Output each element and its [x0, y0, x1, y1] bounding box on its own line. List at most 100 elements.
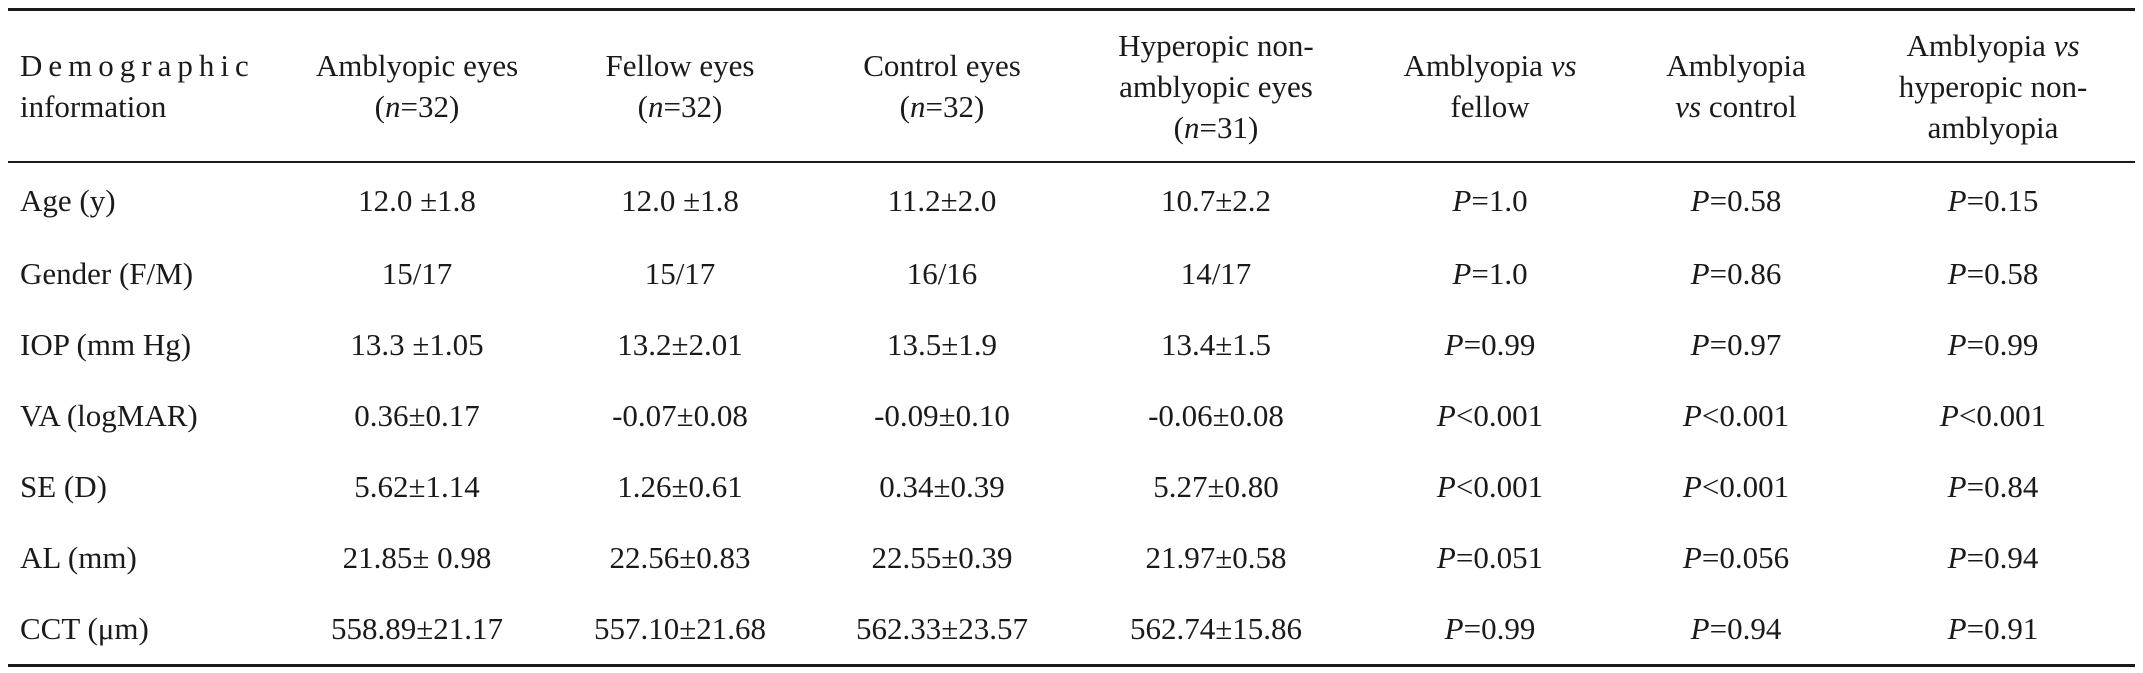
header-italic: vs	[1550, 48, 1577, 83]
column-header: Amblyopia vs hyperopic non-amblyopia	[1851, 10, 2135, 163]
cell-p-fellow: P<0.001	[1359, 451, 1621, 522]
p-value: =0.58	[1966, 256, 2039, 291]
column-header: Hyperopic non-amblyopic eyes (n=31)	[1073, 10, 1359, 163]
p-symbol: P	[1939, 398, 1959, 433]
demographics-table: Demographic information Amblyopic eyes (n=3…	[8, 8, 2135, 667]
row-label: VA (logMAR)	[20, 398, 198, 433]
header-text: =32)	[663, 89, 723, 124]
cell-amblyopic: 13.3 ±1.05	[350, 327, 484, 362]
header-italic: vs	[2053, 27, 2080, 63]
cell-fellow: 13.2±2.01	[617, 327, 743, 362]
cell-amblyopic: 0.36±0.17	[354, 398, 480, 433]
header-italic: n	[385, 89, 401, 124]
row-label: IOP (mm Hg)	[20, 327, 192, 362]
column-header: Amblyopia vs fellow	[1359, 10, 1621, 163]
header-line: Fellow eyes	[605, 48, 755, 83]
p-symbol: P	[1947, 469, 1967, 504]
column-header: Control eyes (n=32)	[811, 10, 1073, 163]
table-row: SE (D) 5.62±1.14 1.26±0.61 0.34±0.39 5.27±0.…	[8, 451, 2135, 522]
p-symbol: P	[1690, 327, 1710, 362]
header-line: Amblyopia	[1666, 48, 1806, 83]
p-symbol: P	[1682, 469, 1702, 504]
cell-p-control: P=0.58	[1621, 162, 1851, 238]
header-text: =32)	[925, 89, 985, 124]
p-value: =0.94	[1966, 540, 2039, 575]
header-text: =31)	[1199, 109, 1259, 145]
p-symbol: P	[1690, 183, 1710, 218]
p-value: =0.15	[1966, 183, 2039, 218]
row-label: CCT (μm)	[20, 611, 149, 646]
header-line: Amblyopic eyes	[315, 48, 519, 83]
p-value: <0.001	[1701, 398, 1790, 433]
row-label: AL (mm)	[20, 540, 137, 575]
p-symbol: P	[1436, 469, 1456, 504]
cell-amblyopic: 5.62±1.14	[354, 469, 480, 504]
p-symbol: P	[1690, 611, 1710, 646]
p-value: <0.001	[1958, 398, 2047, 433]
p-symbol: P	[1947, 183, 1967, 218]
cell-hyperopic: 21.97±0.58	[1145, 540, 1287, 575]
column-header: Fellow eyes (n=32)	[549, 10, 811, 163]
p-symbol: P	[1690, 256, 1710, 291]
header-text: Amblyopia	[1403, 48, 1551, 83]
cell-p-hyperopic: P=0.99	[1851, 309, 2135, 380]
p-value: =0.91	[1966, 611, 2039, 646]
header-text: =32)	[400, 89, 460, 124]
cell-p-hyperopic: P=0.91	[1851, 593, 2135, 666]
table-row: VA (logMAR) 0.36±0.17 -0.07±0.08 -0.09±0.10…	[8, 380, 2135, 451]
cell-p-control: P<0.001	[1621, 451, 1851, 522]
cell-p-control: P=0.056	[1621, 522, 1851, 593]
header-line: (n=32)	[557, 86, 803, 127]
p-symbol: P	[1452, 183, 1472, 218]
column-header: Demographic information	[8, 10, 285, 163]
cell-fellow: 12.0 ±1.8	[621, 183, 739, 218]
cell-hyperopic: 562.74±15.86	[1129, 611, 1302, 646]
p-value: =0.99	[1966, 327, 2039, 362]
cell-p-hyperopic: P<0.001	[1851, 380, 2135, 451]
p-value: =0.056	[1701, 540, 1790, 575]
table-row: IOP (mm Hg) 13.3 ±1.05 13.2±2.01 13.5±1.9 13…	[8, 309, 2135, 380]
cell-fellow: 15/17	[644, 256, 716, 291]
p-symbol: P	[1436, 540, 1456, 575]
cell-p-fellow: P=1.0	[1359, 238, 1621, 309]
cell-control: 562.33±23.57	[855, 611, 1028, 646]
header-text: (	[899, 89, 910, 124]
cell-p-fellow: P=0.99	[1359, 593, 1621, 666]
p-value: =0.051	[1455, 540, 1544, 575]
cell-p-control: P=0.86	[1621, 238, 1851, 309]
cell-p-fellow: P=0.051	[1359, 522, 1621, 593]
cell-p-fellow: P=1.0	[1359, 162, 1621, 238]
header-line: Amblyopia vs	[1367, 45, 1613, 86]
header-text: control	[1701, 89, 1797, 124]
cell-control: 11.2±2.0	[887, 183, 997, 218]
p-symbol: P	[1452, 256, 1472, 291]
p-symbol: P	[1947, 256, 1967, 291]
p-symbol: P	[1682, 540, 1702, 575]
p-symbol: P	[1444, 327, 1464, 362]
header-line: vs control	[1629, 86, 1843, 127]
cell-p-fellow: P<0.001	[1359, 380, 1621, 451]
column-header: Amblyopic eyes (n=32)	[285, 10, 549, 163]
header-line: (n=32)	[819, 86, 1065, 127]
p-symbol: P	[1947, 611, 1967, 646]
header-text: (	[374, 89, 385, 124]
cell-amblyopic: 21.85± 0.98	[342, 540, 492, 575]
cell-p-control: P<0.001	[1621, 380, 1851, 451]
cell-p-hyperopic: P=0.84	[1851, 451, 2135, 522]
table-header: Demographic information Amblyopic eyes (n=3…	[8, 9, 2135, 163]
cell-control: -0.09±0.10	[874, 398, 1010, 433]
cell-control: 0.34±0.39	[879, 469, 1005, 504]
cell-fellow: 557.10±21.68	[593, 611, 766, 646]
header-text: (	[1173, 109, 1184, 145]
cell-p-hyperopic: P=0.58	[1851, 238, 2135, 309]
cell-amblyopic: 15/17	[381, 256, 453, 291]
header-italic: n	[1184, 109, 1200, 145]
p-symbol: P	[1436, 398, 1456, 433]
p-symbol: P	[1444, 611, 1464, 646]
cell-p-control: P=0.94	[1621, 593, 1851, 666]
header-line: (n=31)	[1081, 107, 1351, 148]
header-line: Control eyes	[863, 48, 1021, 83]
p-symbol: P	[1682, 398, 1702, 433]
header-line: amblyopic eyes	[1119, 68, 1313, 104]
header-line: amblyopia	[1927, 109, 2059, 145]
